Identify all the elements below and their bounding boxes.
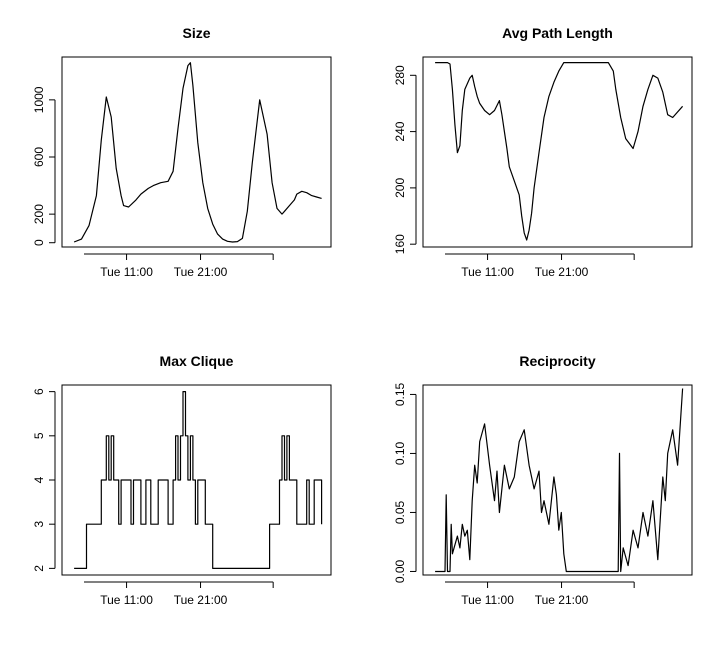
plot-frame xyxy=(422,384,693,576)
y-tick-label: 200 xyxy=(393,178,407,198)
plot-frame xyxy=(61,384,332,576)
y-tick-label: 200 xyxy=(32,204,46,224)
x-tick-label: Tue 11:00 xyxy=(461,265,514,279)
y-tick-label: 160 xyxy=(393,234,407,254)
chart-title: Size xyxy=(182,25,210,41)
y-tick-label: 240 xyxy=(393,121,407,141)
chart-panel-2: Avg Path Length Tue 11:00 Tue 21:00 160 200 2… xyxy=(393,25,693,279)
x-tick-label: Tue 21:00 xyxy=(535,593,589,607)
chart-panel-3: Max Clique Tue 11:00 Tue 21:00 2 3 4 5 6 xyxy=(32,353,332,607)
y-tick-label: 5 xyxy=(32,432,46,439)
series-line xyxy=(74,391,323,569)
chart-title: Reciprocity xyxy=(519,353,595,369)
y-tick-label: 4 xyxy=(32,476,46,483)
y-tick-label: 600 xyxy=(32,147,46,167)
chart-title: Max Clique xyxy=(160,353,234,369)
series-line xyxy=(435,388,684,573)
x-tick-label: Tue 21:00 xyxy=(174,593,228,607)
y-tick-label: 0 xyxy=(32,239,46,246)
y-tick-label: 2 xyxy=(32,565,46,572)
x-tick-label: Tue 11:00 xyxy=(100,265,153,279)
y-tick-label: 3 xyxy=(32,521,46,528)
plot-frame xyxy=(61,56,332,248)
chart-title: Avg Path Length xyxy=(502,25,613,41)
y-tick-label: 6 xyxy=(32,388,46,395)
x-tick-label: Tue 21:00 xyxy=(535,265,589,279)
chart-panel-4: Reciprocity Tue 11:00 Tue 21:00 0.00 0.05 0.1… xyxy=(393,353,693,607)
x-tick-label: Tue 11:00 xyxy=(100,593,153,607)
y-tick-label: 0.15 xyxy=(393,382,407,406)
series-line xyxy=(73,62,322,243)
x-tick-label: Tue 21:00 xyxy=(174,265,228,279)
y-tick-label: 1000 xyxy=(32,86,46,113)
x-tick-label: Tue 11:00 xyxy=(461,593,514,607)
y-tick-label: 0.00 xyxy=(393,559,407,583)
chart-panel-1: Size Tue 11:00 Tue 21:00 0 200 600 1000 xyxy=(32,25,332,279)
plot-frame xyxy=(422,56,693,248)
series-line xyxy=(435,62,684,241)
y-tick-label: 280 xyxy=(393,65,407,85)
y-tick-label: 0.10 xyxy=(393,441,407,465)
y-tick-label: 0.05 xyxy=(393,500,407,524)
